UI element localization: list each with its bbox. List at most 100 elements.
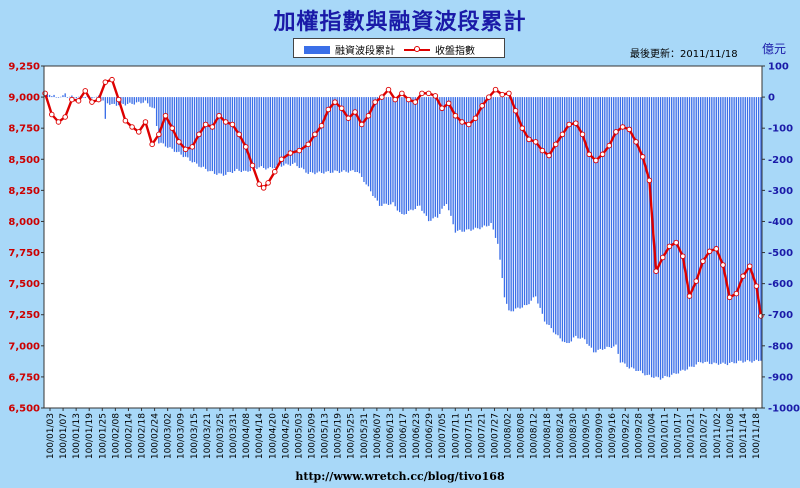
bar xyxy=(695,97,697,365)
bar xyxy=(630,97,633,368)
index-point xyxy=(713,246,720,252)
bar xyxy=(563,97,566,343)
bar xyxy=(126,97,129,104)
bar xyxy=(430,97,432,221)
index-point xyxy=(486,94,492,100)
left-tick-label: 8,750 xyxy=(8,124,40,135)
bar xyxy=(508,97,510,311)
bar xyxy=(459,97,461,230)
index-point xyxy=(753,283,760,289)
x-tick-label: 100/06/07 xyxy=(373,413,383,459)
bar xyxy=(363,97,365,182)
bar xyxy=(155,97,158,126)
bar xyxy=(537,97,539,304)
left-tick-label: 7,500 xyxy=(8,279,40,290)
bar xyxy=(356,97,358,173)
bar xyxy=(225,97,227,175)
left-tick-label: 7,250 xyxy=(8,310,40,321)
x-tick-label: 100/06/23 xyxy=(412,413,422,459)
bar xyxy=(147,97,149,104)
bar xyxy=(334,97,336,171)
bar xyxy=(742,97,744,363)
x-tick-label: 100/03/15 xyxy=(190,413,200,459)
bar xyxy=(717,97,720,365)
bar xyxy=(191,97,193,163)
x-tick-label: 100/08/02 xyxy=(504,413,514,459)
bar xyxy=(287,97,289,165)
bar xyxy=(412,97,414,211)
bar xyxy=(662,97,664,379)
bar xyxy=(637,97,639,371)
bar xyxy=(423,97,425,214)
x-tick-label: 100/03/31 xyxy=(229,413,239,459)
bar xyxy=(570,97,573,342)
bar xyxy=(401,97,403,214)
bar xyxy=(354,97,356,173)
index-point xyxy=(432,93,439,99)
bar xyxy=(646,97,648,376)
bar xyxy=(394,97,396,207)
index-point xyxy=(122,117,129,124)
bar xyxy=(729,97,731,363)
bar xyxy=(506,97,508,304)
index-point xyxy=(539,147,546,154)
bar xyxy=(613,97,615,347)
bar xyxy=(372,97,374,196)
bar xyxy=(472,97,474,230)
bar xyxy=(445,97,448,205)
bar xyxy=(48,94,51,98)
index-point xyxy=(216,112,222,119)
ticks-layer: 6,500 6,750 7,000 7,250 7,500 7,750 8,000 8,250… xyxy=(8,62,800,460)
bar xyxy=(621,97,624,363)
bar xyxy=(679,97,682,371)
bar xyxy=(267,97,269,169)
x-tick-label: 100/08/08 xyxy=(517,413,527,459)
index-point xyxy=(102,79,109,85)
bar xyxy=(697,97,700,362)
bar xyxy=(140,97,142,104)
bar xyxy=(309,97,312,173)
bar xyxy=(499,97,501,260)
bar xyxy=(722,97,724,363)
bar xyxy=(193,97,196,163)
bar xyxy=(572,97,575,338)
bar xyxy=(436,97,439,218)
index-point xyxy=(69,96,75,103)
bar xyxy=(71,95,73,98)
x-tick-label: 100/01/07 xyxy=(59,413,69,459)
bar xyxy=(365,97,367,185)
index-point xyxy=(579,131,586,138)
index-point xyxy=(249,162,256,169)
index-point xyxy=(466,121,472,128)
bar xyxy=(706,97,709,362)
x-tick-label: 100/09/16 xyxy=(608,413,618,459)
bar xyxy=(733,97,735,364)
index-point xyxy=(439,105,445,112)
bar xyxy=(450,97,452,216)
index-point xyxy=(646,177,653,184)
bar xyxy=(619,97,622,363)
x-tick-label: 100/09/22 xyxy=(621,413,631,459)
bar xyxy=(514,97,517,309)
bar xyxy=(77,96,80,98)
bar xyxy=(358,97,361,174)
x-tick-label: 100/10/11 xyxy=(660,413,670,459)
index-point xyxy=(499,91,505,98)
bar xyxy=(131,97,133,104)
bar xyxy=(303,97,305,170)
bar xyxy=(704,97,706,362)
bar xyxy=(385,97,387,204)
bar xyxy=(343,97,345,171)
bar xyxy=(227,97,229,173)
bar xyxy=(691,97,693,367)
bar xyxy=(258,97,260,168)
bar xyxy=(713,97,715,363)
x-tick-label: 100/04/20 xyxy=(268,413,278,459)
left-tick-label: 9,250 xyxy=(8,62,40,73)
bar xyxy=(283,97,285,166)
index-point xyxy=(156,131,162,138)
bar xyxy=(474,97,477,228)
bar xyxy=(581,97,584,338)
bar xyxy=(178,97,180,152)
bar xyxy=(320,97,323,173)
